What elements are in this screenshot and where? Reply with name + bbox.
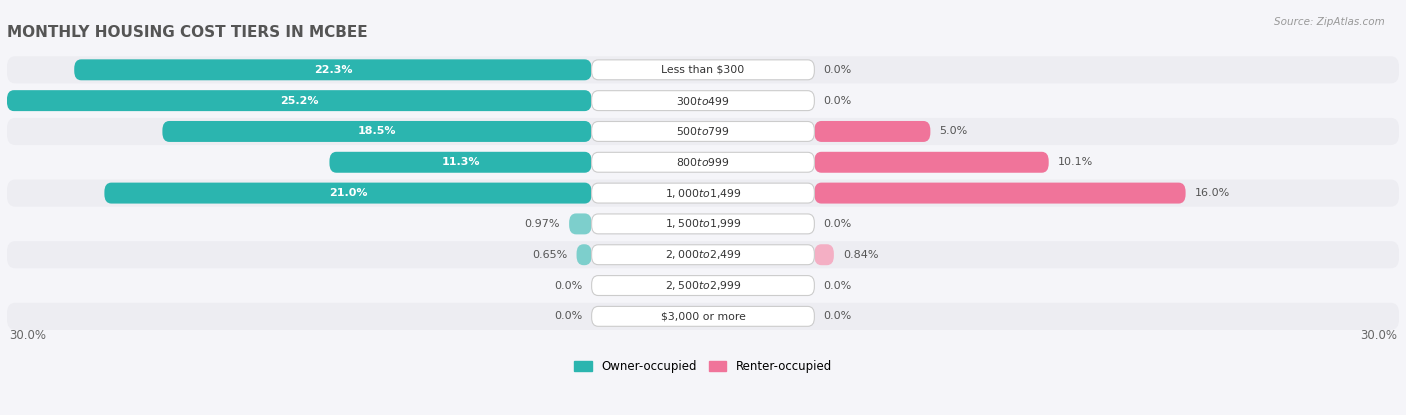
- Text: 0.0%: 0.0%: [554, 281, 582, 290]
- FancyBboxPatch shape: [592, 245, 814, 265]
- FancyBboxPatch shape: [163, 121, 592, 142]
- FancyBboxPatch shape: [576, 244, 592, 265]
- Text: $800 to $999: $800 to $999: [676, 156, 730, 168]
- Text: 0.0%: 0.0%: [824, 65, 852, 75]
- Text: 5.0%: 5.0%: [939, 127, 967, 137]
- FancyBboxPatch shape: [7, 149, 1399, 176]
- FancyBboxPatch shape: [7, 303, 1399, 330]
- FancyBboxPatch shape: [7, 90, 592, 111]
- FancyBboxPatch shape: [75, 59, 592, 80]
- Text: 0.0%: 0.0%: [554, 311, 582, 321]
- Text: $2,000 to $2,499: $2,000 to $2,499: [665, 248, 741, 261]
- FancyBboxPatch shape: [592, 152, 814, 172]
- FancyBboxPatch shape: [592, 60, 814, 80]
- FancyBboxPatch shape: [7, 180, 1399, 207]
- FancyBboxPatch shape: [814, 121, 931, 142]
- FancyBboxPatch shape: [569, 213, 592, 234]
- Text: 0.0%: 0.0%: [824, 219, 852, 229]
- Text: 18.5%: 18.5%: [357, 127, 396, 137]
- Text: $1,000 to $1,499: $1,000 to $1,499: [665, 187, 741, 200]
- FancyBboxPatch shape: [7, 87, 1399, 114]
- Text: $500 to $799: $500 to $799: [676, 125, 730, 137]
- FancyBboxPatch shape: [104, 183, 592, 204]
- Text: Less than $300: Less than $300: [661, 65, 745, 75]
- Text: $300 to $499: $300 to $499: [676, 95, 730, 107]
- Text: $2,500 to $2,999: $2,500 to $2,999: [665, 279, 741, 292]
- Text: 30.0%: 30.0%: [10, 329, 46, 342]
- Text: 25.2%: 25.2%: [280, 95, 319, 106]
- FancyBboxPatch shape: [7, 210, 1399, 237]
- FancyBboxPatch shape: [592, 122, 814, 142]
- FancyBboxPatch shape: [814, 183, 1185, 204]
- Text: 10.1%: 10.1%: [1057, 157, 1094, 167]
- FancyBboxPatch shape: [814, 152, 1049, 173]
- Text: 21.0%: 21.0%: [329, 188, 367, 198]
- FancyBboxPatch shape: [7, 56, 1399, 83]
- FancyBboxPatch shape: [7, 118, 1399, 145]
- Text: 0.0%: 0.0%: [824, 281, 852, 290]
- Text: 11.3%: 11.3%: [441, 157, 479, 167]
- FancyBboxPatch shape: [7, 241, 1399, 268]
- Text: $3,000 or more: $3,000 or more: [661, 311, 745, 321]
- FancyBboxPatch shape: [329, 152, 592, 173]
- Text: $1,500 to $1,999: $1,500 to $1,999: [665, 217, 741, 230]
- FancyBboxPatch shape: [592, 306, 814, 326]
- Text: 22.3%: 22.3%: [314, 65, 352, 75]
- Text: 0.65%: 0.65%: [531, 250, 567, 260]
- Text: 0.0%: 0.0%: [824, 95, 852, 106]
- FancyBboxPatch shape: [814, 244, 834, 265]
- Text: Source: ZipAtlas.com: Source: ZipAtlas.com: [1274, 17, 1385, 27]
- Text: 16.0%: 16.0%: [1195, 188, 1230, 198]
- FancyBboxPatch shape: [592, 183, 814, 203]
- Text: 0.84%: 0.84%: [844, 250, 879, 260]
- FancyBboxPatch shape: [592, 276, 814, 295]
- FancyBboxPatch shape: [7, 272, 1399, 299]
- Text: 30.0%: 30.0%: [1360, 329, 1396, 342]
- Text: 0.0%: 0.0%: [824, 311, 852, 321]
- Text: MONTHLY HOUSING COST TIERS IN MCBEE: MONTHLY HOUSING COST TIERS IN MCBEE: [7, 25, 367, 40]
- FancyBboxPatch shape: [592, 214, 814, 234]
- Legend: Owner-occupied, Renter-occupied: Owner-occupied, Renter-occupied: [569, 355, 837, 378]
- FancyBboxPatch shape: [592, 91, 814, 110]
- Text: 0.97%: 0.97%: [524, 219, 560, 229]
